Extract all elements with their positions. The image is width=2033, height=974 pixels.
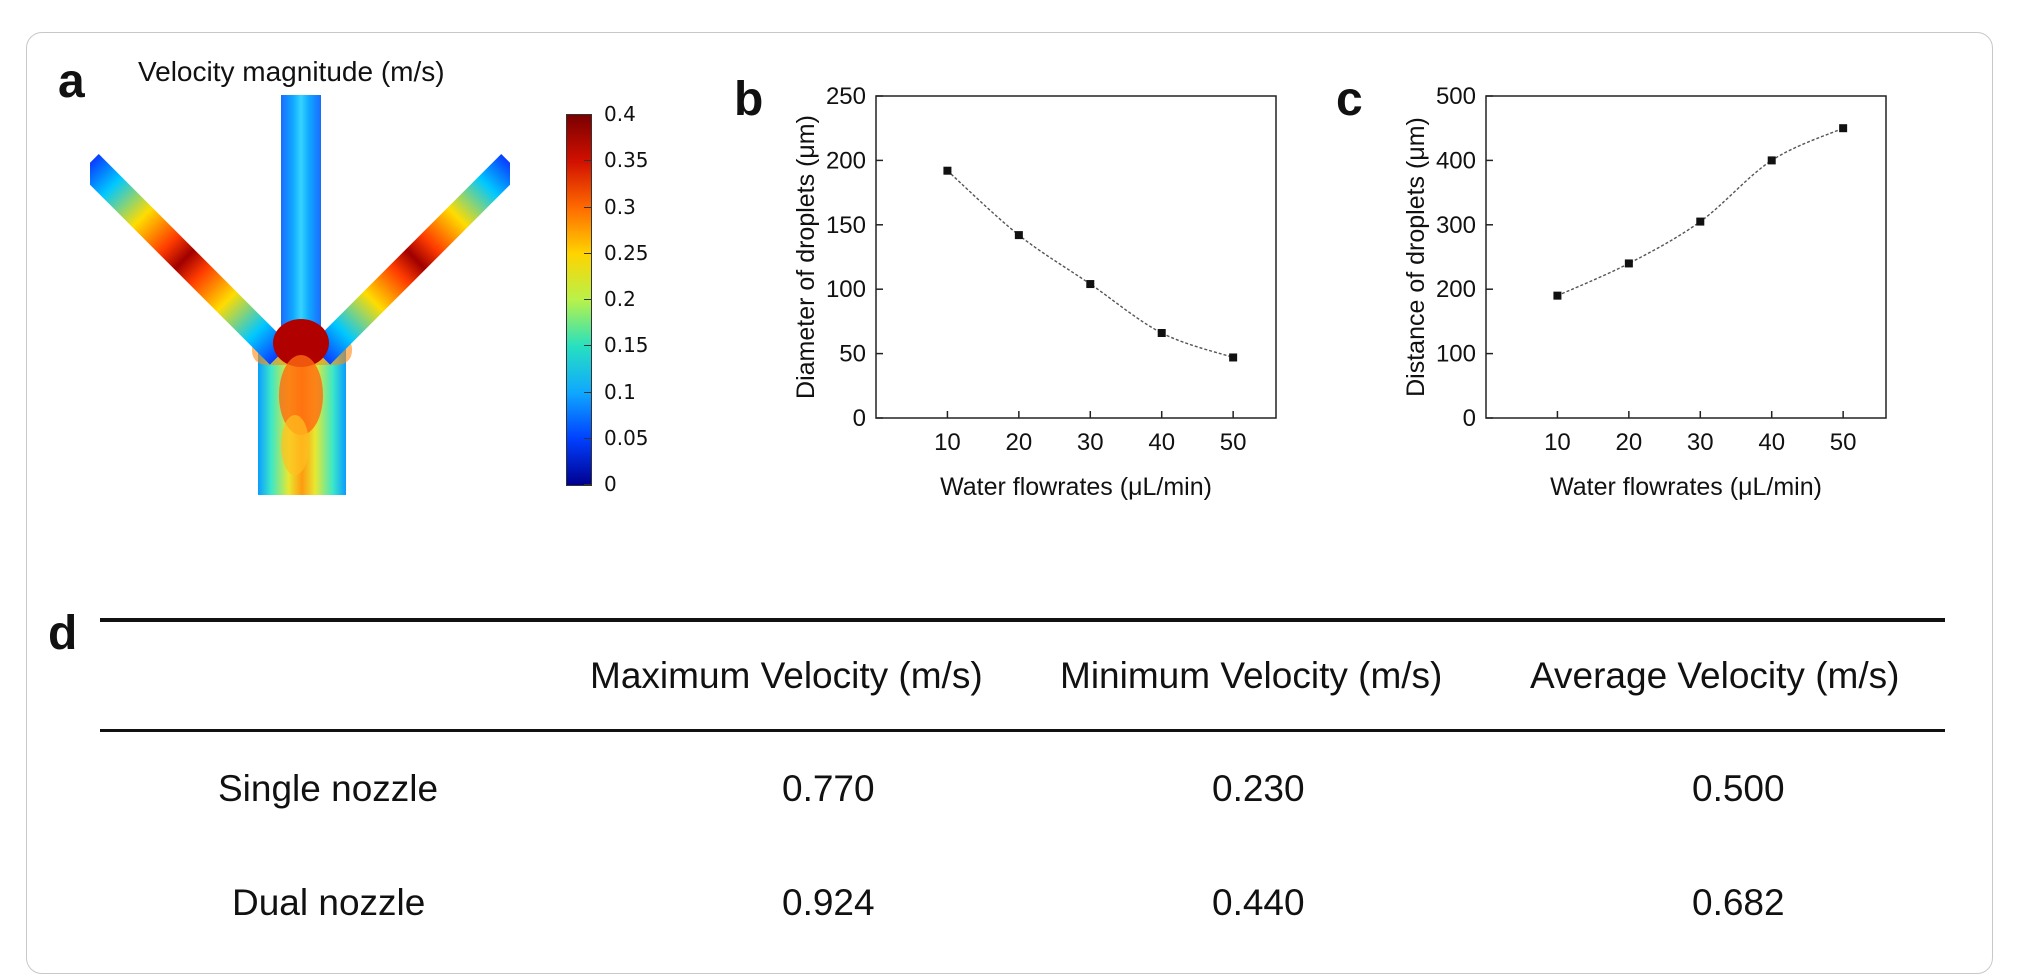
colorbar-tick-label: 0.2 [604,287,636,311]
table-cell: 0.924 [782,882,875,923]
colorbar-tick-mark [584,114,592,115]
table-cell: 0.440 [1212,882,1305,923]
y-tick-label: 500 [1436,83,1476,110]
data-point [1157,328,1166,337]
chart-b: 0 50 100 150 200 250 10 20 30 40 50 Water flowrates… [792,83,1277,500]
x-tick-label: 40 [1148,429,1175,456]
colorbar [566,114,592,486]
table-header-rule [100,729,1945,732]
table-header-max: Maximum Velocity (m/s) [590,655,983,696]
y-tick-label: 0 [1463,405,1476,432]
colorbar-tick-label: 0.35 [604,148,649,173]
x-tick-label: 50 [1830,429,1857,456]
data-point [1014,231,1023,240]
velocity-field-image [90,95,510,495]
data-point [1839,124,1848,133]
table-cell: 0.500 [1692,768,1785,809]
y-tick-label: 50 [839,341,866,368]
colorbar-tick-label: 0.3 [604,194,636,219]
colorbar-tick-label: 0 [604,472,617,496]
velocity-title: Velocity magnitude (m/s) [138,56,445,87]
data-point [1696,217,1705,226]
table-cell: 0.230 [1212,768,1305,809]
data-point [943,166,952,175]
colorbar-tick-label: 0.4 [604,102,636,126]
plot-frame [875,95,1277,419]
colorbar-tick-mark [584,437,592,439]
x-tick-label: 20 [1616,429,1643,456]
data-point [1624,259,1633,268]
colorbar-tick-label: 0.25 [604,240,649,265]
figure-frame [26,32,1993,974]
table-header-min: Minimum Velocity (m/s) [1060,655,1443,696]
y-axis-label: Distance of droplets (μm) [1402,117,1430,397]
y-tick-label: 300 [1436,212,1476,239]
y-axis-label: Diameter of droplets (μm) [792,115,820,399]
x-tick-label: 40 [1758,429,1785,456]
y-tick-label: 200 [826,147,866,174]
panel-label-c: c [1336,73,1363,126]
y-tick-label: 200 [1436,276,1476,303]
y-tick-label: 250 [826,83,866,110]
colorbar-tick-label: 0.15 [604,333,649,358]
x-axis-label: Water flowrates (μL/min) [1550,473,1822,500]
x-tick-label: 10 [1544,429,1571,456]
colorbar-tick-mark [584,484,592,485]
colorbar-tick-mark [584,299,592,300]
series-line [946,170,1234,359]
panel-label-d: d [48,607,78,660]
panel-label-a: a [58,55,85,108]
y-tick-label: 100 [826,276,866,303]
table-row-label: Dual nozzle [232,882,426,923]
table-row-label: Single nozzle [218,768,439,809]
data-point [1229,353,1238,362]
colorbar-tick-label: 0.05 [604,425,649,450]
x-axis-label: Water flowrates (μL/min) [940,473,1212,500]
chart-c: 0 100 200 300 400 500 10 20 30 40 50 Water flowrate… [1402,83,1887,500]
y-tick-label: 0 [853,405,866,432]
x-tick-label: 30 [1687,429,1714,456]
colorbar-tick-mark [584,160,592,162]
panel-label-b: b [734,73,764,126]
table-header-avg: Average Velocity (m/s) [1530,655,1900,696]
colorbar-tick-mark [584,345,592,347]
data-point [1086,280,1095,289]
x-tick-label: 10 [934,429,961,456]
colorbar-tick-mark [584,206,592,208]
colorbar-tick-mark [584,391,592,393]
x-tick-label: 50 [1220,429,1247,456]
colorbar-tick-label: 0.1 [604,379,636,404]
series-line [1557,127,1844,297]
plot-frame [1485,95,1887,419]
x-tick-label: 20 [1006,429,1033,456]
data-point [1553,291,1562,300]
table-cell: 0.682 [1692,882,1785,923]
y-tick-label: 150 [826,212,866,239]
data-point [1767,156,1776,165]
y-tick-label: 100 [1436,341,1476,368]
y-tick-label: 400 [1436,147,1476,174]
table-cell: 0.770 [782,768,875,809]
x-tick-label: 30 [1077,429,1104,456]
table-top-rule [100,618,1945,622]
colorbar-tick-mark [584,252,592,254]
